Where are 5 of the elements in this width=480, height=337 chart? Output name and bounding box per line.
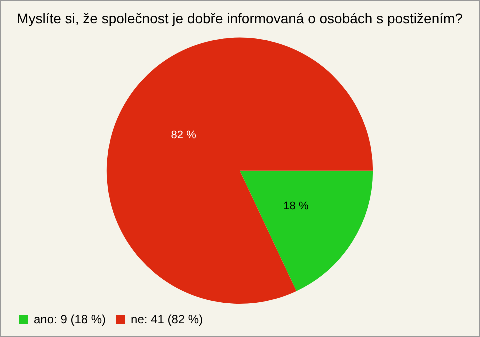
data-label: 18 % (284, 200, 309, 213)
legend-label: ano: 9 (18 %) (34, 312, 106, 326)
data-label: 82 % (171, 129, 197, 142)
legend-label: ne: 41 (82 %) (131, 312, 204, 326)
chart-title: Myslíte si, že společnost je dobře informovaná o osobách s postižením? (17, 10, 464, 26)
